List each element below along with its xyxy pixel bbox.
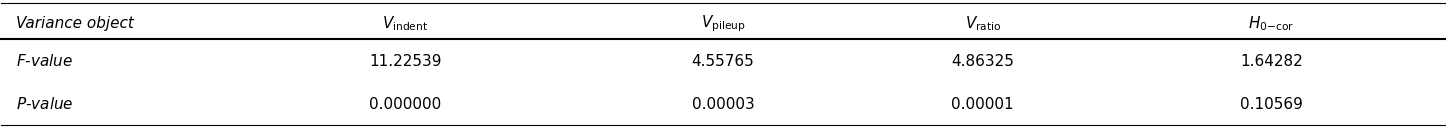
Text: 0.00001: 0.00001 bbox=[951, 97, 1014, 112]
Text: 1.64282: 1.64282 bbox=[1241, 54, 1303, 69]
Text: Variance object: Variance object bbox=[16, 16, 133, 31]
Text: 0.00003: 0.00003 bbox=[691, 97, 755, 112]
Text: $F$-value: $F$-value bbox=[16, 54, 74, 70]
Text: $V_{\mathrm{indent}}$: $V_{\mathrm{indent}}$ bbox=[382, 15, 428, 33]
Text: 11.22539: 11.22539 bbox=[369, 54, 441, 69]
Text: $V_{\mathrm{pileup}}$: $V_{\mathrm{pileup}}$ bbox=[701, 14, 745, 34]
Text: $P$-value: $P$-value bbox=[16, 96, 74, 112]
Text: $H_{0\mathrm{-cor}}$: $H_{0\mathrm{-cor}}$ bbox=[1248, 15, 1294, 33]
Text: 4.86325: 4.86325 bbox=[951, 54, 1014, 69]
Text: 0.10569: 0.10569 bbox=[1241, 97, 1303, 112]
Text: 4.55765: 4.55765 bbox=[691, 54, 755, 69]
Text: 0.000000: 0.000000 bbox=[369, 97, 441, 112]
Text: $V_{\mathrm{ratio}}$: $V_{\mathrm{ratio}}$ bbox=[964, 15, 1001, 33]
